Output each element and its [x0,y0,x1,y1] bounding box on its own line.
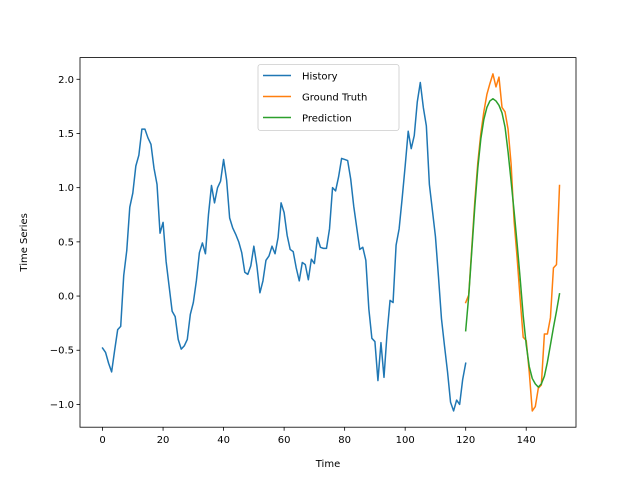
y-tick-label: −0.5 [50,346,74,357]
series-line-history [101,81,467,412]
series-line-prediction [464,98,561,388]
legend-box [257,64,400,131]
x-tick-label: 60 [278,435,291,446]
x-axis-label: Time [315,459,340,470]
x-tick-label: 40 [217,435,230,446]
x-axis: 0 20 40 60 80 100 120 140 [99,427,536,446]
legend-label-ground-truth: Ground Truth [302,93,367,104]
y-tick-label: −1.0 [50,400,74,411]
y-axis: −1.0 −0.5 0.0 0.5 1.0 1.5 2.0 [50,75,80,411]
x-tick-label: 0 [99,435,105,446]
y-tick-label: 2.0 [58,75,74,86]
series-lines [101,73,561,412]
x-tick-label: 140 [517,435,536,446]
y-tick-label: 1.5 [58,129,74,140]
plot-frame [79,57,577,428]
x-tick-label: 100 [396,435,415,446]
x-tick-label: 120 [456,435,475,446]
y-tick-label: 0.5 [58,237,74,248]
x-tick-label: 20 [157,435,170,446]
legend-label-prediction: Prediction [302,114,352,125]
legend: History Ground Truth Prediction [257,64,400,131]
y-tick-label: 0.0 [58,292,74,303]
x-tick-label: 80 [338,435,351,446]
y-axis-label: Time Series [19,213,30,272]
legend-label-history: History [302,72,338,83]
y-tick-label: 1.0 [58,183,74,194]
